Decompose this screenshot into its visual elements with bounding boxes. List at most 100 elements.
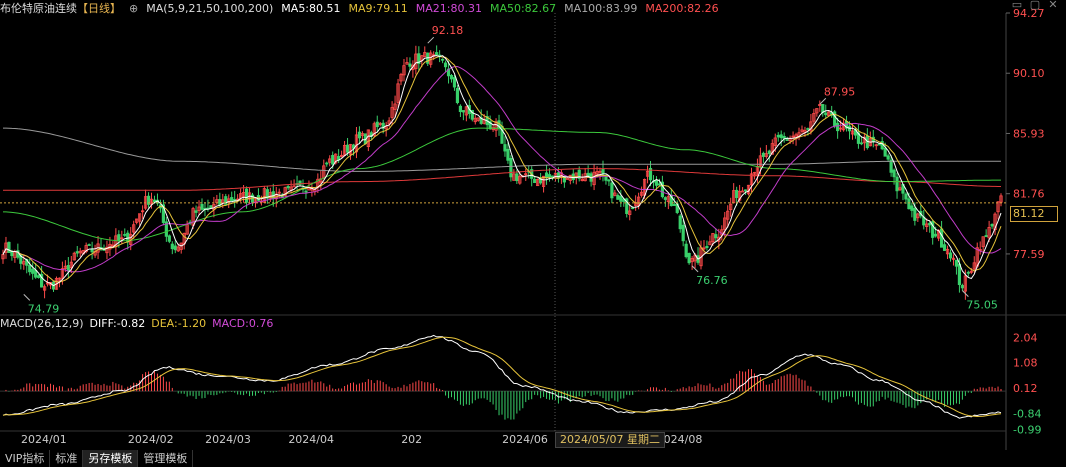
macd-diff-line xyxy=(2,334,1002,419)
candle-body xyxy=(464,106,468,116)
candle-body xyxy=(345,144,350,153)
candle-body xyxy=(850,130,855,135)
candle-body xyxy=(515,173,519,182)
candle-body xyxy=(328,158,332,163)
macd-params[interactable]: MACD(26,12,9) xyxy=(0,317,84,330)
candle-body xyxy=(209,205,213,209)
add-icon[interactable]: ⊕ xyxy=(129,2,139,15)
candle-body xyxy=(687,253,691,264)
tab-standard[interactable]: 标准 xyxy=(50,450,84,467)
candle-body xyxy=(595,171,599,175)
candle-body xyxy=(117,234,121,241)
candle-body xyxy=(613,192,617,196)
candle-body xyxy=(904,193,908,200)
candle-body xyxy=(934,233,938,237)
candle-body xyxy=(702,247,706,250)
candle-body xyxy=(631,207,635,210)
candle-body xyxy=(31,268,35,274)
candle-body xyxy=(948,252,953,259)
period-label[interactable]: 【日线】 xyxy=(77,2,121,15)
candle-body xyxy=(773,137,777,146)
extreme-marker xyxy=(427,36,435,44)
ma100-line xyxy=(3,127,1001,172)
tab-manage-templates[interactable]: 管理模板 xyxy=(138,450,194,467)
candle-body xyxy=(390,107,394,118)
candle-body xyxy=(141,210,145,213)
candle-body xyxy=(610,182,614,199)
candle-body xyxy=(286,186,290,189)
candle-body xyxy=(764,153,768,157)
candle-body xyxy=(455,88,460,104)
ma9-line xyxy=(2,55,1002,283)
candle-body xyxy=(533,178,537,184)
tab-vip-indicators[interactable]: VIP指标 xyxy=(0,450,51,467)
candle-body xyxy=(63,265,67,269)
candle-body xyxy=(541,175,546,187)
candle-body xyxy=(996,201,1000,213)
month-label: 2024/02 xyxy=(128,433,174,446)
minimize-icon[interactable]: ▭ xyxy=(1011,0,1023,11)
ma-params[interactable]: MA(5,9,21,50,100,200) xyxy=(146,2,274,15)
candle-body xyxy=(981,236,985,248)
macd-axis-label: 2.04 xyxy=(1013,331,1038,344)
candle-body xyxy=(928,222,932,226)
candle-body xyxy=(619,195,623,202)
close-icon[interactable]: ✕ xyxy=(1048,0,1058,11)
candle-body xyxy=(414,53,418,70)
tab-save-template[interactable]: 另存模板 xyxy=(83,450,139,467)
candle-body xyxy=(898,187,902,191)
candle-body xyxy=(544,172,549,179)
candle-body xyxy=(164,221,168,237)
candle-body xyxy=(791,135,795,138)
candle-body xyxy=(179,242,183,250)
month-label: 2024/04 xyxy=(288,433,334,446)
current-price-tag: 81.12 xyxy=(1010,206,1058,222)
candle-body xyxy=(304,190,308,193)
candle-body xyxy=(960,284,964,289)
candle-body xyxy=(277,191,281,194)
candle-body xyxy=(892,169,896,178)
candle-body xyxy=(749,173,754,186)
candle-body xyxy=(628,210,632,215)
candle-body xyxy=(348,144,353,155)
candle-body xyxy=(939,228,944,248)
restore-icon[interactable]: ▢ xyxy=(1029,0,1041,11)
ma5-line xyxy=(2,55,1002,287)
candle-body xyxy=(877,143,881,146)
candle-body xyxy=(435,52,439,56)
price-axis-label: 85.93 xyxy=(1013,127,1045,140)
candle-body xyxy=(340,154,344,157)
extreme-marker xyxy=(819,97,827,105)
candle-body xyxy=(66,265,70,272)
candle-body xyxy=(405,62,409,65)
candle-body xyxy=(105,246,109,254)
candle-body xyxy=(907,198,911,210)
candle-body xyxy=(711,233,715,243)
ma9-value: MA9:79.11 xyxy=(348,2,408,15)
ma5-value: MA5:80.51 xyxy=(281,2,341,15)
candle-body xyxy=(945,248,950,255)
candle-body xyxy=(761,152,765,157)
candle-body xyxy=(72,252,76,261)
candle-body xyxy=(654,180,659,186)
candle-body xyxy=(895,176,899,192)
candle-body xyxy=(836,122,840,132)
candle-body xyxy=(87,244,91,246)
ma21-value: MA21:80.31 xyxy=(415,2,482,15)
candle-body xyxy=(161,204,165,223)
candle-body xyxy=(735,189,739,199)
candle-body xyxy=(913,207,917,221)
candle-body xyxy=(663,197,667,200)
candle-body xyxy=(417,53,421,64)
candle-body xyxy=(616,194,620,200)
candle-body xyxy=(354,134,359,153)
candle-body xyxy=(381,122,385,129)
candle-body xyxy=(393,103,397,110)
candle-body xyxy=(841,122,846,131)
candle-body xyxy=(666,196,670,202)
candle-body xyxy=(565,177,569,180)
candle-body xyxy=(800,129,804,132)
window-controls: ▭ ▢ ✕ xyxy=(1008,0,1062,11)
candle-body xyxy=(22,261,26,265)
